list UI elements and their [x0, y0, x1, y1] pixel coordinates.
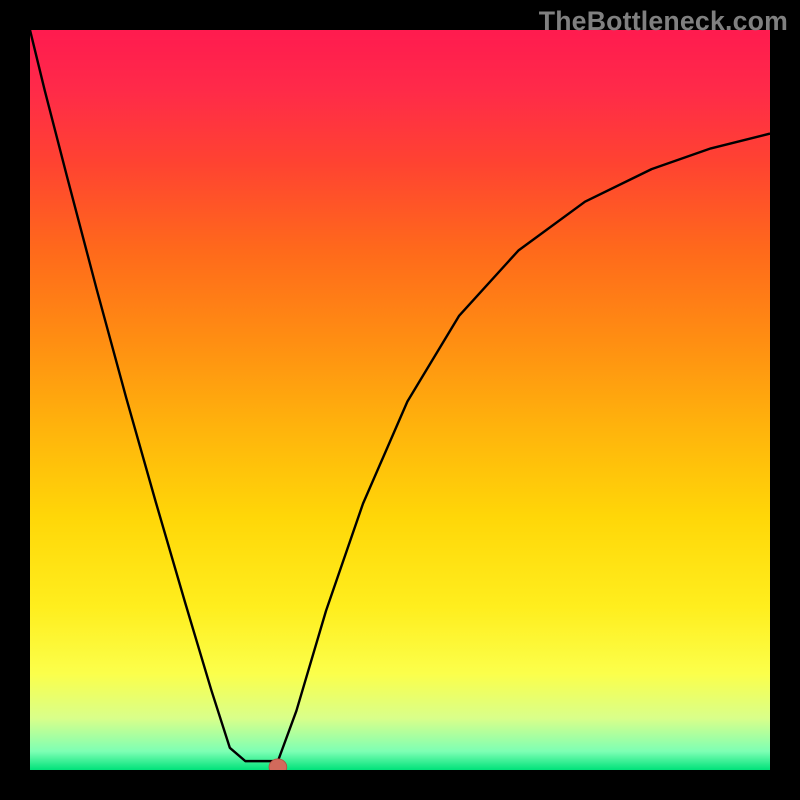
- curve-layer: [30, 30, 770, 770]
- bottleneck-curve: [30, 30, 770, 761]
- watermark-text: TheBottleneck.com: [539, 6, 788, 37]
- plot-area: [30, 30, 770, 770]
- optimum-marker: [269, 759, 287, 770]
- plot-frame: [0, 0, 800, 800]
